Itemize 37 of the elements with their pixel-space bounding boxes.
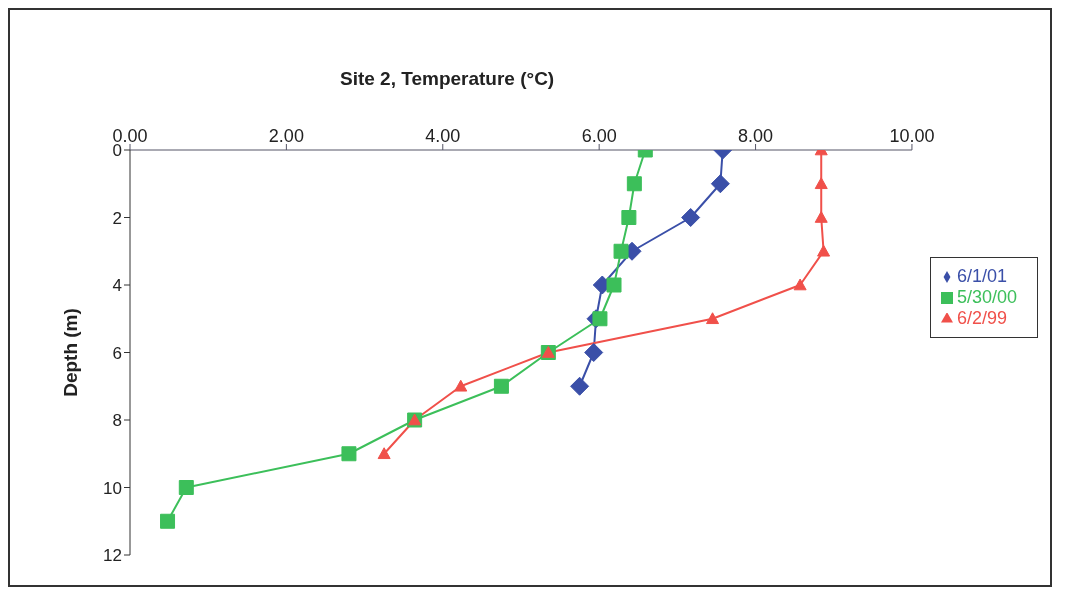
point	[592, 311, 608, 327]
x-tick-label: 4.00	[425, 126, 461, 146]
point	[814, 177, 828, 190]
point	[613, 243, 629, 259]
y-tick-label: 12	[103, 546, 122, 566]
point	[493, 378, 509, 394]
y-tick-label: 6	[112, 343, 122, 363]
point	[817, 244, 831, 257]
point	[341, 446, 357, 462]
y-tick-label: 2	[112, 208, 122, 228]
point	[710, 174, 730, 194]
x-tick-label: 8.00	[738, 126, 774, 146]
chart-title: Site 2, Temperature (°C)	[339, 68, 556, 90]
x-tick-label: 10.00	[889, 126, 935, 146]
y-tick-label: 10	[103, 478, 122, 498]
point	[584, 343, 604, 362]
point	[706, 312, 720, 325]
legend-label: 6/1/01	[956, 266, 1007, 286]
y-tick-label: 8	[112, 411, 122, 431]
y-axis-title: Depth (m)	[59, 308, 81, 397]
legend-label: 5/30/00	[956, 287, 1017, 307]
y-tick-label: 4	[112, 276, 122, 296]
legend-label: 6/2/99	[956, 308, 1007, 328]
point	[793, 278, 807, 291]
point	[377, 447, 391, 460]
x-tick-label: 6.00	[581, 126, 617, 146]
point	[178, 480, 194, 495]
point	[626, 176, 642, 192]
point	[621, 210, 637, 225]
point	[570, 376, 590, 396]
point	[814, 211, 828, 223]
y-tick-label: 0	[112, 141, 122, 161]
x-tick-label: 2.00	[268, 126, 304, 146]
point	[606, 277, 622, 293]
point	[454, 379, 468, 392]
point	[681, 208, 701, 227]
point	[160, 513, 176, 529]
